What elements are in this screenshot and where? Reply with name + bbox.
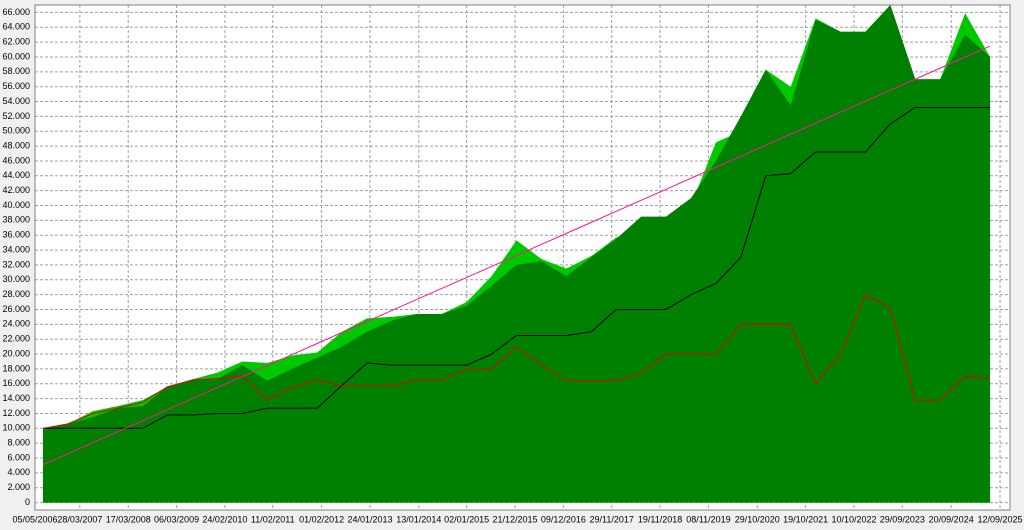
y-tick-label: 56.000	[2, 81, 30, 91]
x-tick-label: 28/03/2007	[57, 514, 102, 524]
y-tick-label: 26.000	[2, 304, 30, 314]
x-tick-label: 12/09/2025	[978, 514, 1023, 524]
balance-line	[42, 293, 991, 429]
y-tick-label: 62.000	[2, 37, 30, 47]
y-tick-label: 22.000	[2, 334, 30, 344]
y-tick-label: 40.000	[2, 200, 30, 210]
x-tick-label: 29/10/2020	[735, 514, 780, 524]
y-tick-label: 2.000	[7, 482, 30, 492]
y-tick-label: 34.000	[2, 244, 30, 254]
y-tick-label: 64.000	[2, 22, 30, 32]
y-tick-label: 30.000	[2, 274, 30, 284]
y-tick-label: 14.000	[2, 393, 30, 403]
x-tick-label: 21/12/2015	[492, 514, 537, 524]
y-tick-label: 36.000	[2, 230, 30, 240]
x-tick-label: 09/12/2016	[541, 514, 586, 524]
y-tick-label: 50.000	[2, 126, 30, 136]
x-tick-label: 17/03/2008	[106, 514, 151, 524]
y-tick-label: 12.000	[2, 408, 30, 418]
x-tick-label: 05/05/2006	[12, 514, 57, 524]
y-tick-label: 8.000	[7, 438, 30, 448]
y-tick-label: 46.000	[2, 155, 30, 165]
y-tick-label: 58.000	[2, 66, 30, 76]
y-tick-label: 66.000	[2, 7, 30, 17]
plot-frame	[34, 4, 1011, 511]
balance-line	[42, 106, 991, 429]
x-tick-label: 10/10/2022	[831, 514, 876, 524]
x-tick-label: 20/09/2024	[929, 514, 974, 524]
x-tick-label: 29/09/2023	[880, 514, 925, 524]
y-tick-label: 52.000	[2, 111, 30, 121]
y-tick-label: 32.000	[2, 259, 30, 269]
balance-line	[42, 45, 991, 466]
y-tick-label: 4.000	[7, 467, 30, 477]
y-tick-label: 38.000	[2, 215, 30, 225]
y-tick-label: 54.000	[2, 96, 30, 106]
x-tick-label: 08/11/2019	[686, 514, 730, 524]
x-tick-label: 13/01/2014	[396, 514, 441, 524]
x-tick-label: 29/11/2017	[590, 514, 634, 524]
x-tick-label: 11/02/2011	[251, 514, 295, 524]
y-tick-label: 6.000	[7, 452, 30, 462]
x-tick-label: 24/02/2010	[202, 514, 247, 524]
y-tick-label: 44.000	[2, 170, 30, 180]
x-tick-label: 24/01/2013	[347, 514, 392, 524]
x-tick-label: 01/02/2012	[299, 514, 344, 524]
y-tick-label: 24.000	[2, 319, 30, 329]
y-tick-label: 60.000	[2, 51, 30, 61]
x-tick-label: 06/03/2009	[154, 514, 199, 524]
y-tick-label: 10.000	[2, 423, 30, 433]
y-tick-label: 0	[25, 497, 30, 507]
y-tick-label: 48.000	[2, 140, 30, 150]
x-tick-label: 02/01/2015	[444, 514, 489, 524]
x-tick-label: 19/10/2021	[783, 514, 828, 524]
y-tick-label: 20.000	[2, 348, 30, 358]
y-tick-label: 16.000	[2, 378, 30, 388]
equity-area	[42, 5, 991, 503]
y-tick-label: 28.000	[2, 289, 30, 299]
y-tick-label: 18.000	[2, 363, 30, 373]
x-tick-label: 19/11/2018	[638, 514, 682, 524]
y-tick-label: 42.000	[2, 185, 30, 195]
